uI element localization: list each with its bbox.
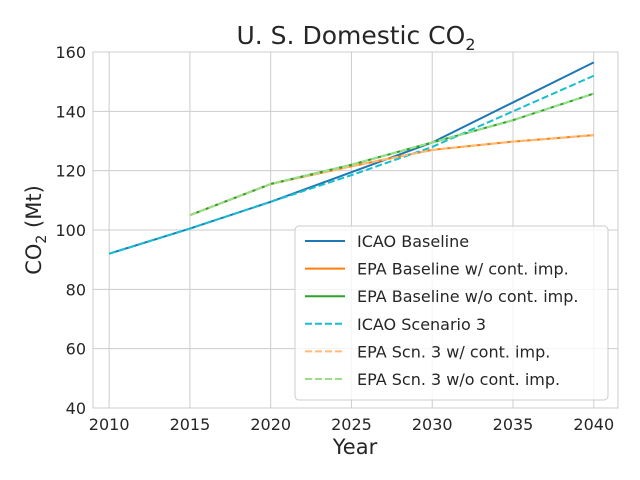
legend-label: ICAO Baseline: [357, 232, 469, 251]
chart-title: U. S. Domestic CO2: [236, 21, 475, 54]
legend-items: ICAO Baseline EPA Baseline w/ cont. imp. E…: [305, 232, 578, 389]
series-line-2: [189, 134, 594, 217]
x-tick-label: 2025: [331, 415, 372, 434]
x-tick-label: 2020: [250, 415, 291, 434]
x-tick-label: 2040: [573, 415, 614, 434]
legend-box: [294, 225, 609, 401]
legend-label: EPA Baseline w/o cont. imp.: [357, 287, 578, 306]
y-tick-label: 60: [66, 340, 86, 359]
y-tick-label: 100: [55, 221, 86, 240]
x-tick-label: 2035: [493, 415, 534, 434]
series-lines: [108, 61, 595, 255]
chart-title-main: U. S. Domestic CO: [236, 21, 465, 50]
x-axis-label: Year: [332, 435, 378, 459]
y-axis-label: CO2 (Mt): [22, 185, 50, 275]
y-tick-label: 140: [55, 102, 86, 121]
legend-label: EPA Scn. 3 w/o cont. imp.: [357, 370, 560, 389]
legend-label: EPA Scn. 3 w/ cont. imp.: [357, 342, 550, 361]
y-tick-labels: 40 60 80 100 120 140 160: [55, 43, 86, 418]
x-tick-labels: 2010 2015 2020 2025 2030 2035 2040: [89, 415, 614, 434]
y-tick-label: 80: [66, 280, 86, 299]
y-axis-label-unit: (Mt): [22, 185, 46, 234]
legend-label: EPA Baseline w/ cont. imp.: [357, 260, 569, 279]
y-axis-label-main: CO: [22, 244, 46, 275]
y-tick-label: 40: [66, 399, 86, 418]
series-line-5: [189, 134, 594, 217]
y-tick-label: 160: [55, 43, 86, 62]
chart-title-subscript: 2: [465, 35, 475, 54]
series-line-4: [108, 74, 595, 255]
legend-label: ICAO Scenario 3: [357, 315, 486, 334]
x-tick-label: 2030: [412, 415, 453, 434]
series-line-6: [189, 92, 595, 217]
x-tick-label: 2015: [170, 415, 211, 434]
y-axis-label-subscript: 2: [34, 235, 50, 244]
y-tick-label: 120: [55, 162, 86, 181]
legend: ICAO Baseline EPA Baseline w/ cont. imp. E…: [294, 225, 609, 401]
plot-frame: [92, 51, 619, 409]
x-tick-label: 2010: [89, 415, 130, 434]
